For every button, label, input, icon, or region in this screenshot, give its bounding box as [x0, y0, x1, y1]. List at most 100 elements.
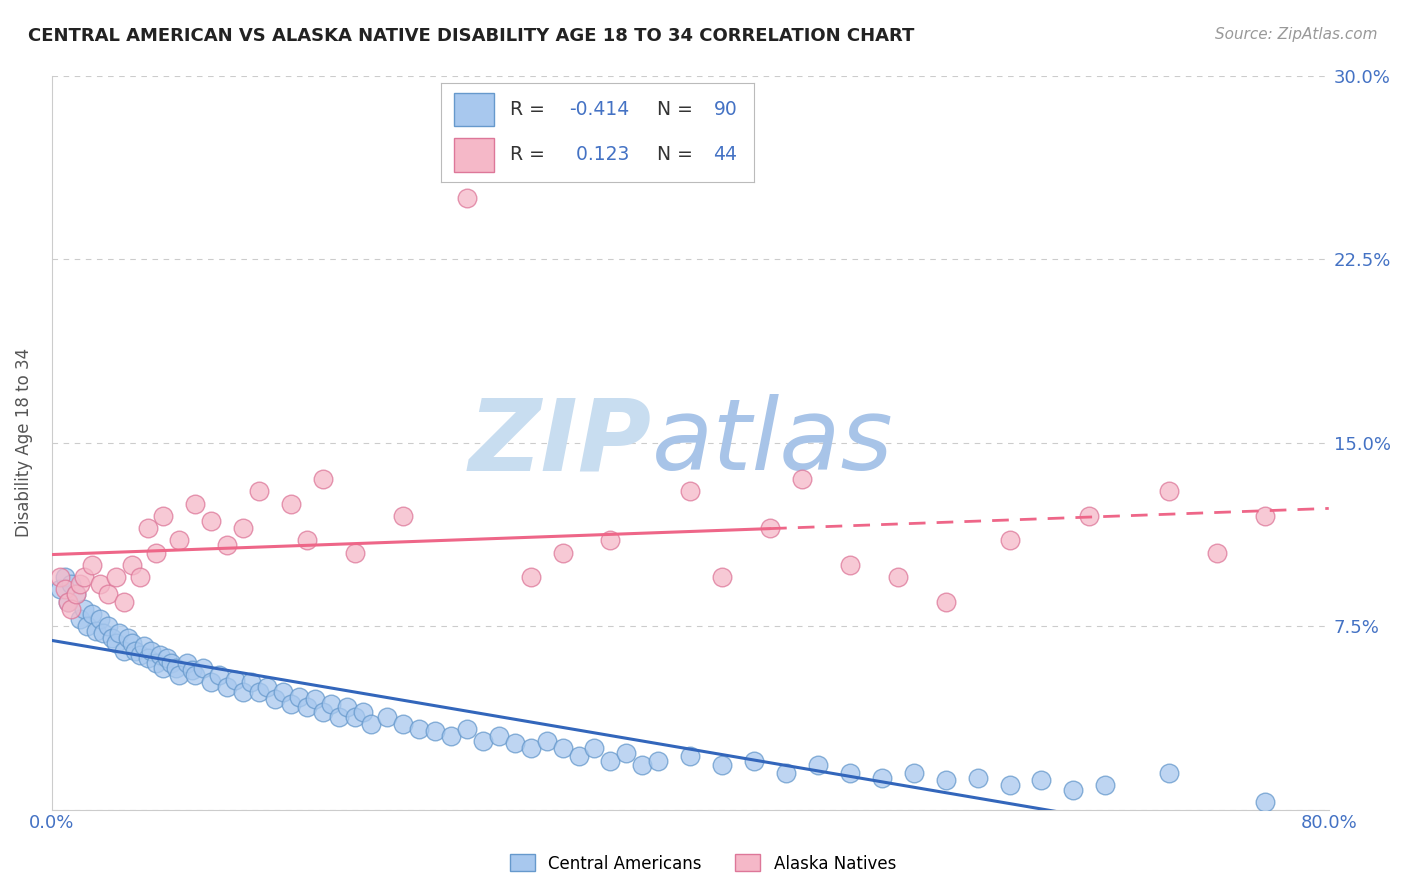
Point [104, 570, 127, 584]
Point [160, 656, 183, 670]
Point [711, 570, 734, 584]
Point [69, 577, 91, 591]
Text: CENTRAL AMERICAN VS ALASKA NATIVE DISABILITY AGE 18 TO 34 CORRELATION CHART: CENTRAL AMERICAN VS ALASKA NATIVE DISABI… [28, 27, 914, 45]
Point [392, 717, 415, 731]
Point [679, 484, 702, 499]
Point [312, 472, 335, 486]
Point [247, 685, 270, 699]
Point [184, 668, 207, 682]
Point [344, 546, 367, 560]
Point [91, 626, 114, 640]
Point [112, 594, 135, 608]
Point [1031, 773, 1053, 788]
Point [1062, 783, 1084, 797]
Point [631, 758, 654, 772]
Point [295, 533, 318, 548]
Point [519, 741, 541, 756]
Point [224, 673, 246, 687]
Point [711, 758, 734, 772]
Point [48, 570, 70, 584]
Point [519, 570, 541, 584]
Point [360, 717, 382, 731]
Point [328, 709, 350, 723]
Point [200, 514, 222, 528]
Point [288, 690, 311, 704]
Point [280, 497, 302, 511]
Point [312, 705, 335, 719]
Point [56, 594, 79, 608]
Point [112, 643, 135, 657]
Point [1159, 765, 1181, 780]
Point [104, 636, 127, 650]
Point [1094, 778, 1116, 792]
Point [392, 508, 415, 523]
Point [966, 771, 988, 785]
Point [59, 577, 82, 591]
Point [136, 650, 159, 665]
Point [73, 602, 96, 616]
Point [97, 619, 120, 633]
Point [488, 729, 510, 743]
Point [80, 607, 103, 621]
Point [536, 734, 558, 748]
Point [647, 754, 669, 768]
Point [89, 577, 111, 591]
Point [271, 685, 294, 699]
Point [838, 765, 860, 780]
Point [232, 685, 254, 699]
Point [145, 656, 167, 670]
Point [76, 619, 98, 633]
Text: ZIP: ZIP [470, 394, 652, 491]
Point [217, 680, 239, 694]
Point [503, 736, 526, 750]
Point [679, 748, 702, 763]
Point [169, 668, 191, 682]
Point [145, 546, 167, 560]
Point [295, 699, 318, 714]
Point [1078, 508, 1101, 523]
Point [86, 624, 108, 638]
Point [1159, 484, 1181, 499]
Point [759, 521, 782, 535]
Point [998, 778, 1021, 792]
Point [156, 650, 179, 665]
Point [336, 699, 359, 714]
Point [775, 765, 797, 780]
Point [551, 741, 574, 756]
Point [128, 570, 150, 584]
Point [870, 771, 893, 785]
Point [408, 722, 430, 736]
Point [56, 594, 79, 608]
Point [59, 602, 82, 616]
Point [152, 508, 174, 523]
Point [903, 765, 925, 780]
Point [264, 692, 287, 706]
Text: atlas: atlas [652, 394, 894, 491]
Point [280, 698, 302, 712]
Point [790, 472, 813, 486]
Point [48, 582, 70, 597]
Point [567, 748, 589, 763]
Point [256, 680, 278, 694]
Point [136, 521, 159, 535]
Point [124, 643, 146, 657]
Point [117, 632, 139, 646]
Point [304, 692, 326, 706]
Point [73, 570, 96, 584]
Point [65, 587, 87, 601]
Point [65, 587, 87, 601]
Point [998, 533, 1021, 548]
Point [69, 612, 91, 626]
Point [149, 648, 172, 663]
Point [107, 626, 129, 640]
Point [440, 729, 463, 743]
Point [616, 746, 638, 760]
Point [551, 546, 574, 560]
Point [456, 722, 478, 736]
Text: Source: ZipAtlas.com: Source: ZipAtlas.com [1215, 27, 1378, 42]
Point [165, 660, 187, 674]
Point [838, 558, 860, 572]
Point [935, 773, 957, 788]
Point [134, 639, 156, 653]
Y-axis label: Disability Age 18 to 34: Disability Age 18 to 34 [15, 348, 32, 537]
